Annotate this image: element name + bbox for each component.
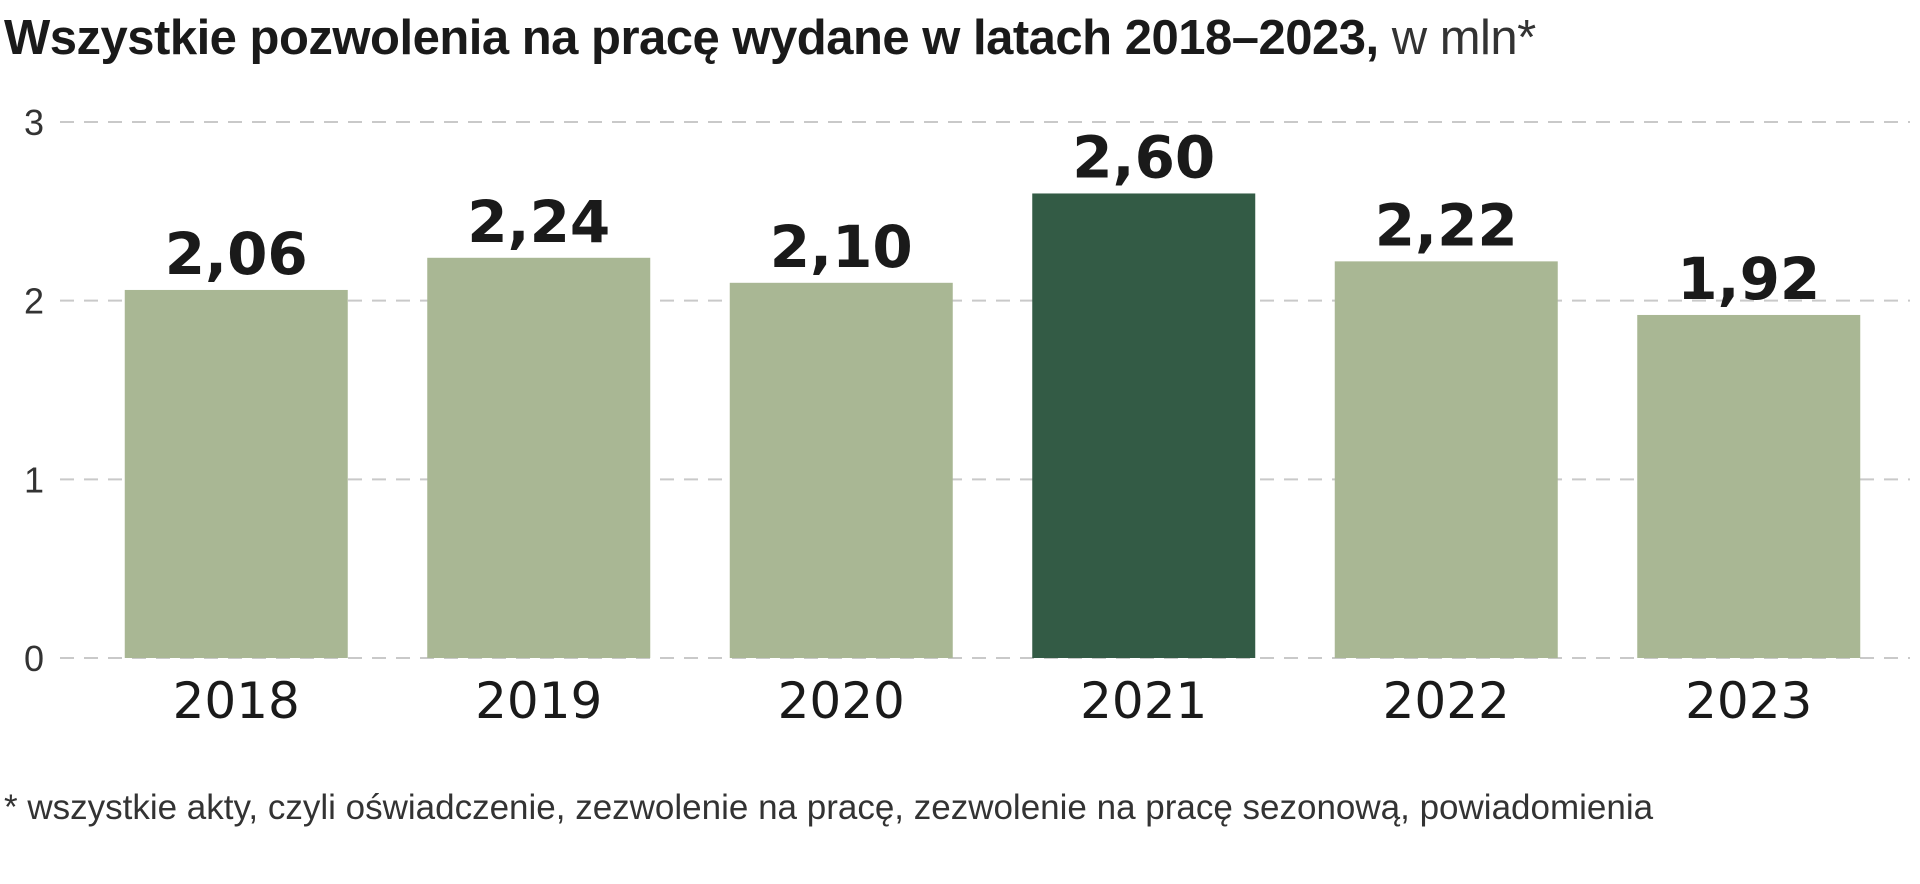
bars bbox=[124, 193, 1861, 658]
y-tick-label-3: 3 bbox=[24, 102, 44, 143]
y-tick-label-2: 2 bbox=[24, 281, 44, 322]
chart-title: Wszystkie pozwolenia na pracę wydane w l… bbox=[4, 4, 1536, 72]
bar-2018 bbox=[124, 289, 348, 658]
bar-2022 bbox=[1334, 261, 1558, 658]
footnote: * wszystkie akty, czyli oświadczenie, ze… bbox=[4, 788, 1654, 827]
y-tick-label-0: 0 bbox=[24, 638, 44, 679]
bar-2021 bbox=[1032, 193, 1256, 658]
chart-title-main: Wszystkie pozwolenia na pracę wydane w l… bbox=[4, 11, 1379, 65]
x-tick-label-2022: 2022 bbox=[1383, 672, 1510, 730]
bar-2020 bbox=[729, 282, 953, 658]
bar-2023 bbox=[1637, 314, 1861, 658]
value-label-2018: 2,06 bbox=[165, 220, 308, 288]
grid-lines bbox=[60, 121, 1910, 659]
value-label-2021: 2,60 bbox=[1072, 123, 1215, 191]
chart-title-unit: w mln* bbox=[1391, 11, 1537, 65]
value-label-2022: 2,22 bbox=[1375, 191, 1518, 259]
value-label-2019: 2,24 bbox=[467, 188, 610, 256]
x-tick-label-2019: 2019 bbox=[475, 672, 602, 730]
x-tick-label-2021: 2021 bbox=[1080, 672, 1207, 730]
x-tick-label-2020: 2020 bbox=[778, 672, 905, 730]
x-tick-label-2018: 2018 bbox=[173, 672, 300, 730]
y-tick-label-1: 1 bbox=[24, 459, 44, 500]
value-label-2020: 2,10 bbox=[770, 213, 913, 281]
value-label-2023: 1,92 bbox=[1677, 245, 1820, 313]
x-tick-label-2023: 2023 bbox=[1685, 672, 1812, 730]
labels: 0 1 2 3 2,06 2018 2,24 2019 2,10 2020 2,60 2021 2,22… bbox=[24, 102, 1820, 730]
bar-2019 bbox=[427, 257, 651, 658]
